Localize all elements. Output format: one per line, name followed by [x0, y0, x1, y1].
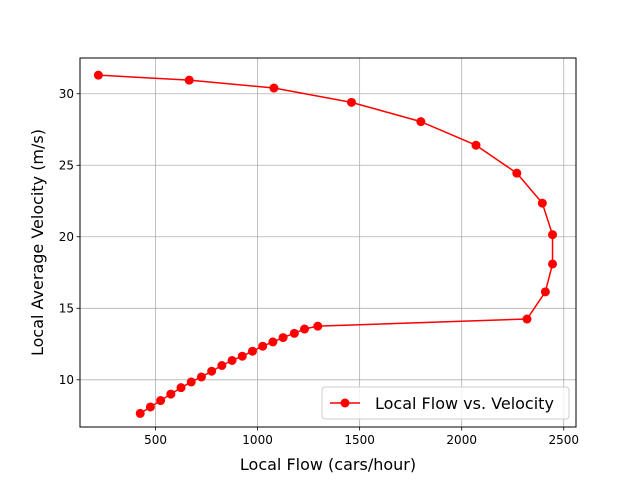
data-point: [166, 389, 176, 399]
data-point: [346, 97, 356, 107]
y-tick-label: 20: [59, 230, 74, 244]
y-tick-label: 10: [59, 373, 74, 387]
x-tick-label: 500: [144, 433, 167, 447]
data-point: [156, 396, 166, 406]
data-point: [268, 337, 278, 347]
data-point: [247, 346, 257, 356]
data-point: [289, 328, 299, 338]
x-tick-label: 1000: [242, 433, 273, 447]
y-axis-label: Local Average Velocity (m/s): [28, 129, 47, 356]
data-point: [145, 402, 155, 412]
axis-ticks: 500 1000 1500 2000 2500 10 15 20 25 30: [59, 87, 579, 447]
series-layer: [93, 70, 558, 418]
data-point: [278, 333, 288, 343]
data-point: [313, 321, 323, 331]
legend-label: Local Flow vs. Velocity: [375, 394, 554, 413]
data-point: [512, 168, 522, 178]
data-point: [237, 351, 247, 361]
data-point: [416, 117, 426, 127]
data-point: [522, 314, 532, 324]
data-point: [548, 230, 558, 240]
data-point: [184, 75, 194, 85]
data-point: [269, 83, 279, 93]
data-point: [540, 287, 550, 297]
legend-box: [321, 386, 570, 420]
data-point: [176, 383, 186, 393]
legend: Local Flow vs. Velocity: [321, 386, 570, 420]
data-point: [300, 324, 310, 334]
plot-frame: [79, 57, 577, 428]
data-point: [217, 361, 227, 370]
data-point: [548, 259, 558, 269]
x-tick-label: 2500: [548, 433, 579, 447]
data-point: [196, 372, 206, 382]
data-point: [186, 377, 196, 387]
data-point: [258, 341, 268, 351]
data-point: [471, 140, 481, 150]
data-point: [537, 198, 547, 208]
y-tick-label: 25: [59, 158, 74, 172]
y-tick-label: 30: [59, 87, 74, 101]
y-tick-label: 15: [59, 301, 74, 315]
x-tick-label: 1500: [344, 433, 375, 447]
data-point: [135, 408, 145, 418]
data-point: [207, 366, 217, 376]
legend-marker-swatch: [340, 398, 350, 408]
x-axis-label: Local Flow (cars/hour): [240, 455, 416, 474]
data-point: [93, 70, 103, 80]
x-tick-label: 2000: [446, 433, 477, 447]
data-point: [227, 355, 237, 365]
grid-lines: [80, 58, 576, 427]
